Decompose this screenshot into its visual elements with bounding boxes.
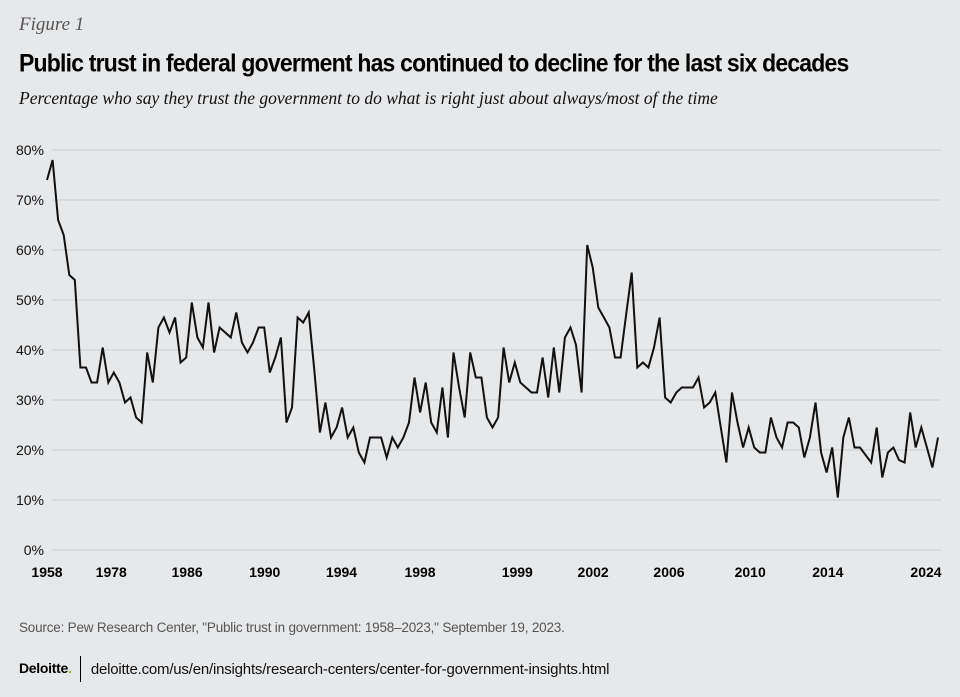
deloitte-logo: Deloitte. (19, 660, 72, 678)
chart-subtitle: Percentage who say they trust the govern… (19, 88, 718, 108)
x-tick-label: 1986 (172, 564, 203, 580)
x-tick-label: 1958 (31, 564, 62, 580)
gridlines (52, 149, 941, 551)
logo-dot: . (67, 660, 72, 676)
footer-divider (79, 656, 81, 682)
x-axis-ticks: 1958 1978 1986 1990 1994 1998 1999 2002 2006 2010… (31, 564, 941, 580)
x-tick-label: 2024 (910, 564, 941, 580)
y-tick-label: 80% (16, 142, 44, 158)
y-tick-label: 50% (16, 292, 44, 308)
line-chart: 0%10%20%30%40%50%60%70%80% 1958 1978 1986 1… (16, 142, 942, 580)
x-tick-label: 1994 (326, 564, 357, 580)
x-tick-label: 2006 (653, 564, 684, 580)
y-tick-label: 60% (16, 242, 44, 258)
y-tick-label: 30% (16, 392, 44, 408)
y-axis-ticks: 0% 10% 20% 30% 40% 50% 60% 70% 80% (16, 142, 44, 558)
x-tick-label: 2002 (578, 564, 609, 580)
data-points (47, 160, 938, 498)
y-tick-label: 0% (24, 542, 44, 558)
y-tick-label: 40% (16, 342, 44, 358)
figure-label: Figure 1 (19, 14, 85, 35)
y-tick-label: 70% (16, 192, 44, 208)
footer: Deloitte. deloitte.com/us/en/insights/re… (19, 656, 609, 682)
x-tick-label: 2010 (735, 564, 766, 580)
footer-url-link[interactable]: deloitte.com/us/en/insights/research-cen… (90, 660, 610, 678)
x-tick-label: 1998 (404, 564, 435, 580)
x-tick-label: 2014 (812, 564, 843, 580)
chart-title: Public trust in federal goverment has co… (19, 49, 849, 78)
logo-text: Deloitte (19, 660, 68, 676)
y-tick-label: 20% (16, 442, 44, 458)
y-tick-label: 10% (16, 492, 44, 508)
series-line-trust (46, 159, 939, 498)
x-tick-label: 1990 (249, 564, 280, 580)
x-tick-label: 1999 (502, 564, 533, 580)
x-tick-label: 1978 (96, 564, 127, 580)
source-note: Source: Pew Research Center, "Public tru… (19, 620, 565, 635)
